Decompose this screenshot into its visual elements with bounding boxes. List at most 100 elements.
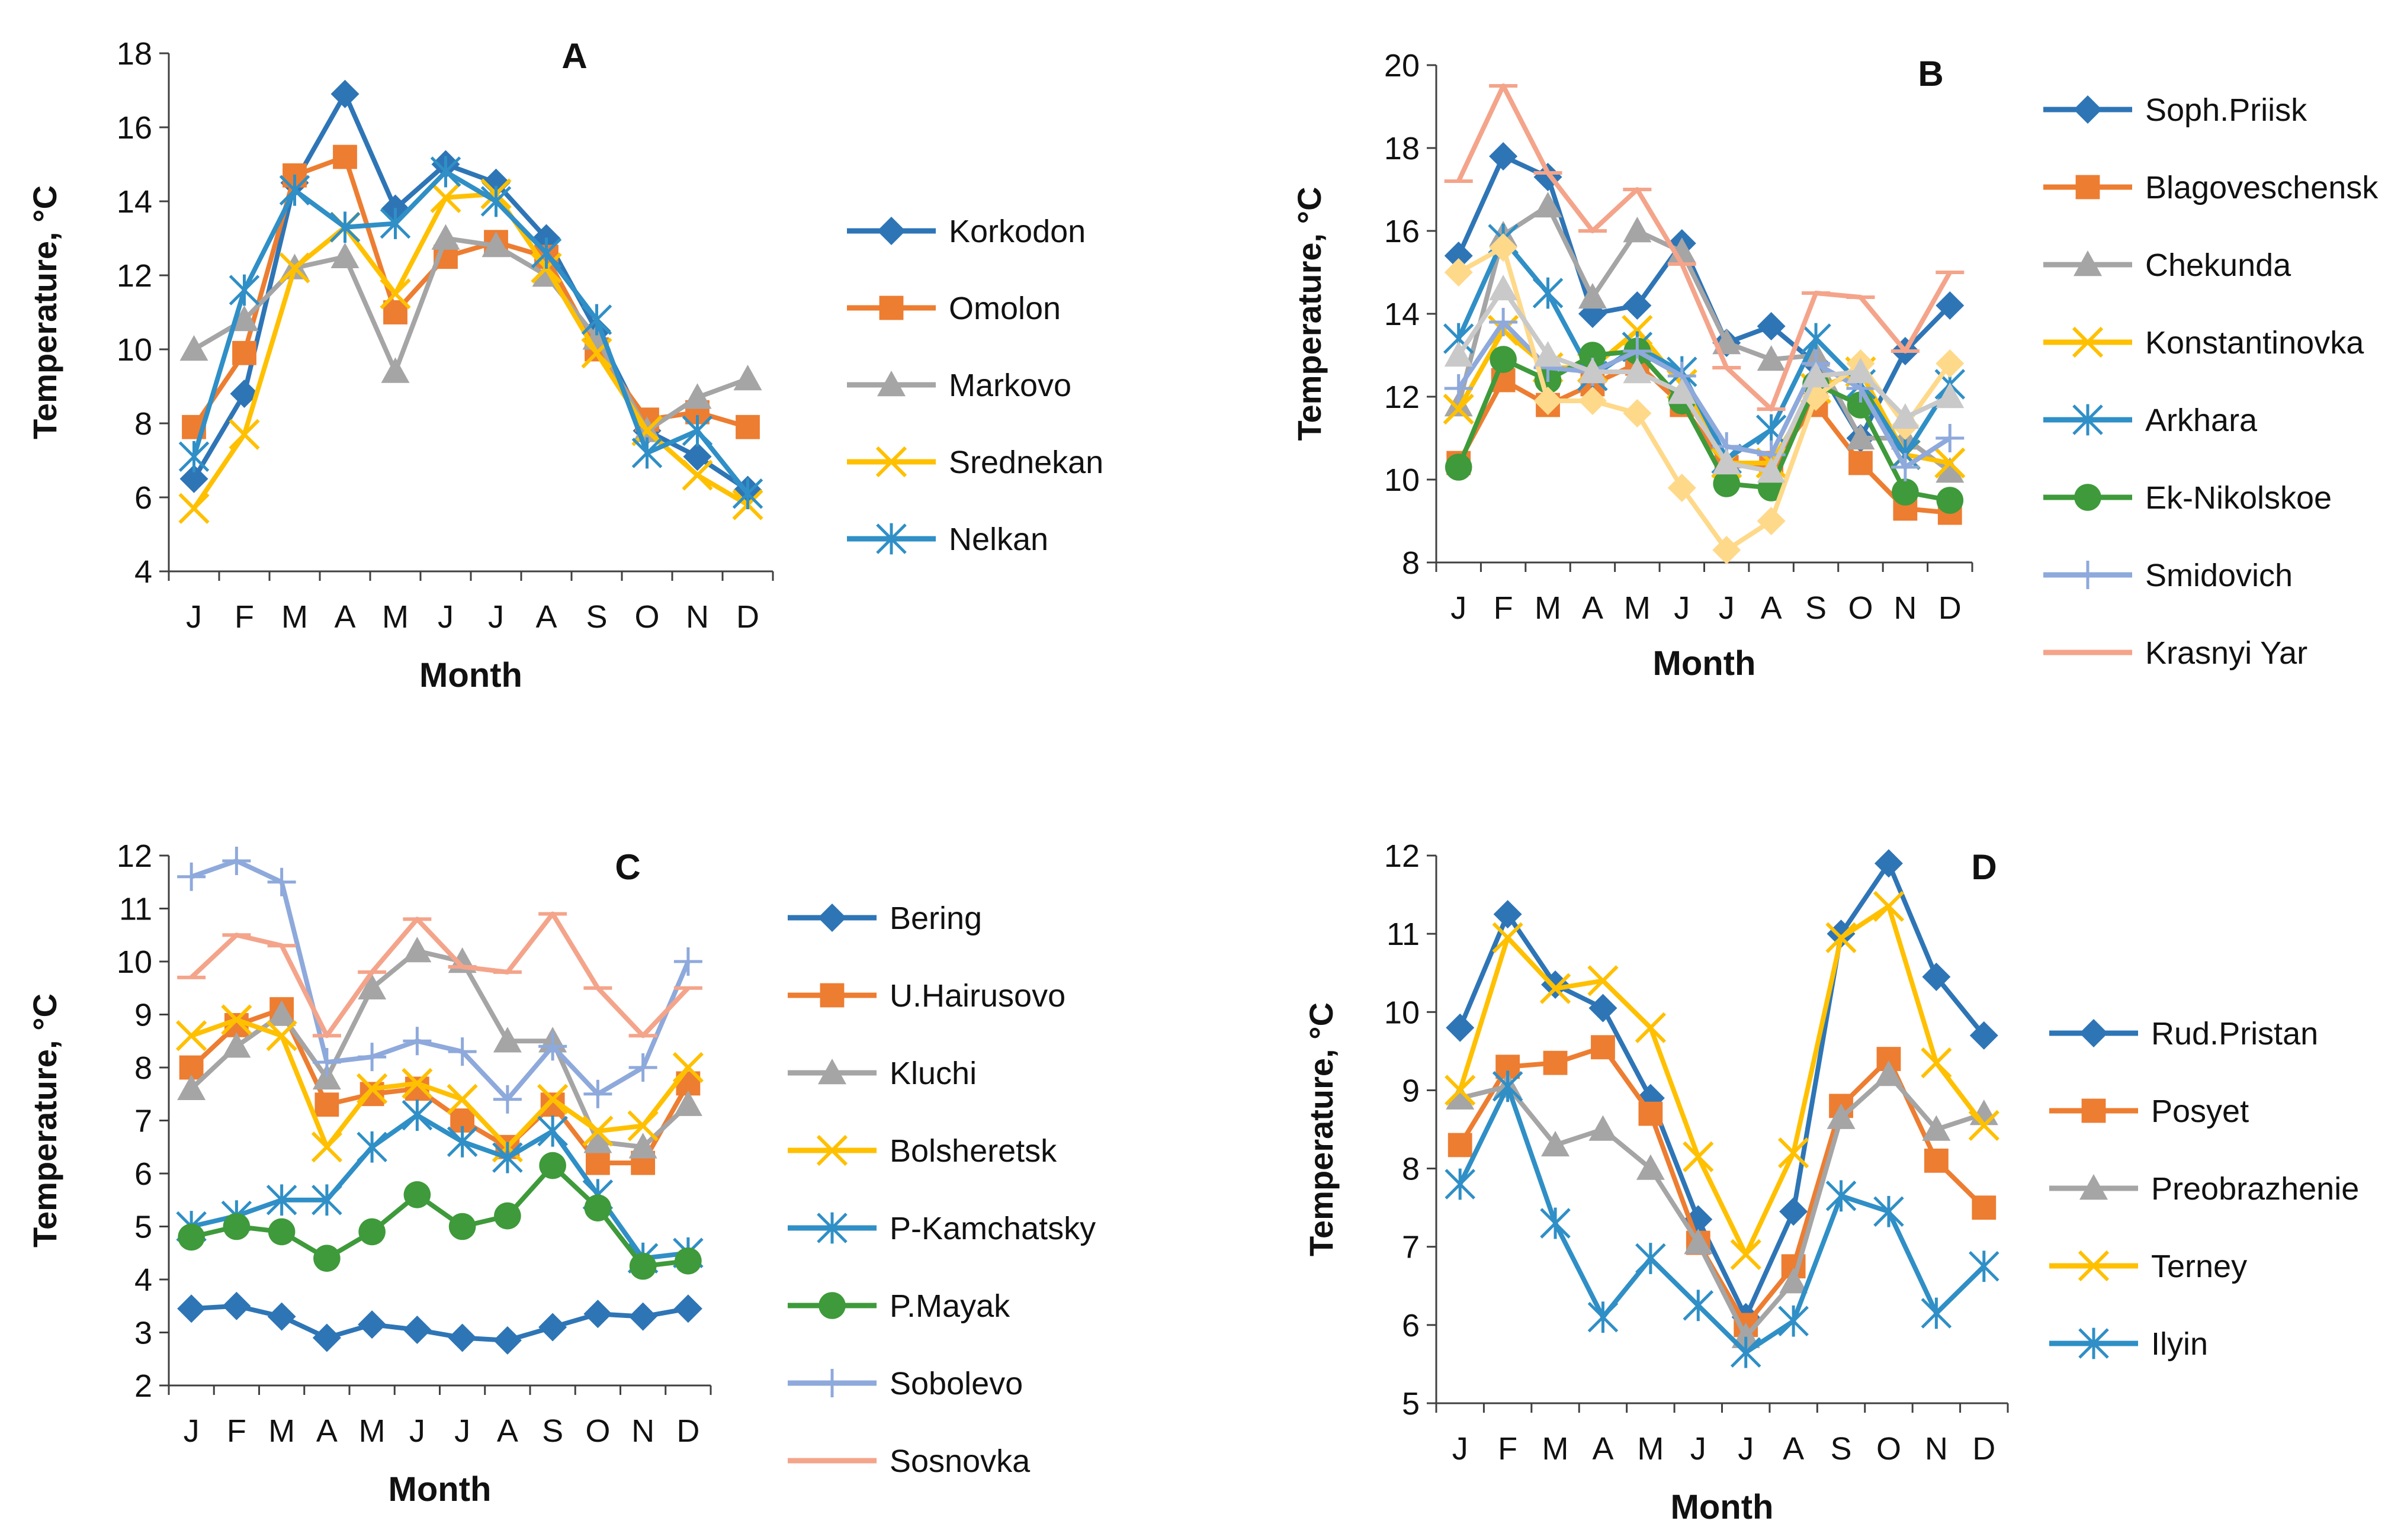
panel-c-legend-marker <box>817 1212 848 1244</box>
panel-c-data-point <box>675 1247 702 1275</box>
panel-d-data-point <box>1540 1207 1571 1239</box>
panel-a-x-tick-label: S <box>586 599 607 635</box>
panel-b-data-point <box>1445 454 1472 481</box>
panel-d-data-point <box>1683 1290 1714 1322</box>
panel-d-data-point <box>1445 1075 1476 1106</box>
panel-b-data-point <box>1578 358 1607 384</box>
panel-b-data-point <box>1578 387 1607 415</box>
panel-a-series-line <box>191 169 750 496</box>
panel-d-x-tick-label: M <box>1637 1431 1664 1467</box>
panel-a-data-point <box>329 211 361 243</box>
panel-d-data-point <box>1873 1195 1904 1227</box>
panel-c-y-tick-label: 11 <box>119 892 152 927</box>
panel-a-data-point <box>482 232 511 258</box>
panel-b-y-tick-label: 14 <box>1384 297 1420 332</box>
panel-d-data-point <box>1587 1301 1619 1333</box>
panel-a-data-point <box>179 464 208 493</box>
panel-c-data-point <box>538 1313 567 1342</box>
panel-c-data-point <box>628 1133 657 1159</box>
panel-a-title: A <box>561 36 587 76</box>
panel-b-x-tick-label: N <box>1893 590 1917 626</box>
panel-b-y-tick-label: 12 <box>1384 380 1420 415</box>
panel-a-x-tick-label: J <box>186 599 202 635</box>
panel-c-data-point <box>493 1027 522 1053</box>
panel-d-data-point <box>1731 1322 1760 1348</box>
panel-d-data-point <box>1921 1047 1952 1079</box>
panel-c-data-point <box>582 1115 614 1147</box>
panel-d-legend-marker <box>2078 1250 2110 1282</box>
panel-c-data-point <box>222 846 251 875</box>
panel-b-data-point <box>1891 403 1920 429</box>
panel-a-data-point <box>581 304 612 336</box>
panel-c-legend-item: Sobolevo <box>788 1366 1023 1401</box>
panel-b-legend-marker <box>2075 175 2100 200</box>
panel-a-x-tick-label: J <box>488 599 504 635</box>
panel-a-series-line <box>192 236 749 433</box>
panel-c-data-point <box>494 1202 521 1230</box>
panel-c-series-0 <box>177 1291 702 1355</box>
panel-b-legend-label: Ek-Nikolskoe <box>2145 480 2332 516</box>
panel-d-data-point <box>1969 1021 1998 1050</box>
panel-b-data-point <box>1712 449 1741 475</box>
panel-c-legend-marker <box>818 1059 846 1085</box>
panel-c-x-axis-title: Month <box>389 1470 492 1509</box>
panel-d-x-tick-label: F <box>1498 1431 1517 1467</box>
panel-b-data-point <box>1623 217 1652 243</box>
panel-c-title: C <box>615 847 640 887</box>
panel-c-legend-item: U.Hairusovo <box>788 978 1065 1014</box>
panel-a-data-point <box>178 441 210 472</box>
panel-c-data-point <box>673 947 702 976</box>
panel-b-data-point <box>1757 345 1786 371</box>
panel-c-data-point <box>584 1194 612 1221</box>
panel-b-legend-item: Blagoveschensk <box>2043 170 2379 205</box>
panel-a-x-tick-label: N <box>686 599 709 635</box>
panel-c-data-point <box>223 1213 251 1240</box>
panel-d-data-point <box>1638 1101 1663 1126</box>
panel-d-data-point <box>1541 1130 1570 1157</box>
panel-a-y-tick-label: 10 <box>117 332 152 368</box>
panel-b-data-point <box>1489 308 1518 336</box>
panel-c-x-tick-label: J <box>409 1413 425 1449</box>
panel-d-series-line <box>1458 861 1986 1320</box>
panel-c-series-line <box>190 949 690 1150</box>
panel-b-legend-item: Konstantinovka <box>2043 325 2364 361</box>
panel-c-series-3 <box>176 1004 704 1163</box>
panel-c-y-tick-label: 7 <box>134 1104 152 1139</box>
panel-a-x-axis-title: Month <box>419 656 522 695</box>
panel-c-legend-marker <box>819 1292 846 1319</box>
panel-c-data-point <box>447 1084 478 1115</box>
panel-b-legend-item: Arkhara <box>2043 403 2258 438</box>
panel-c-series-5 <box>178 1152 702 1280</box>
panel-a-data-point <box>230 380 259 408</box>
panel-c-data-point <box>313 1245 341 1272</box>
panel-a-data-point <box>178 493 210 524</box>
panel-c-data-point <box>403 937 432 963</box>
panel-c-data-point <box>628 1302 657 1331</box>
panel-c-data-point <box>537 1084 569 1115</box>
panel-b-data-point <box>1757 457 1786 483</box>
panel-b-data-point <box>1490 346 1517 373</box>
panel-d-data-point <box>1924 1148 1949 1173</box>
panel-b-legend-marker <box>2072 326 2104 358</box>
panel-c-data-point <box>266 1184 297 1216</box>
panel-b-data-point <box>1757 312 1786 340</box>
panel-a-data-point <box>733 365 762 391</box>
panel-b-legend-marker <box>2074 484 2101 511</box>
panel-b-data-point <box>1713 470 1741 497</box>
panel-c-x-tick-label: A <box>316 1413 338 1449</box>
panel-d-y-tick-label: 8 <box>1402 1152 1420 1187</box>
panel-c-data-point <box>447 1126 478 1158</box>
panel-d-x-axis-title: Month <box>1671 1488 1774 1526</box>
panel-a-series-2 <box>179 224 762 442</box>
panel-c-series-line <box>190 911 690 1039</box>
panel-c-legend-label: Sosnovka <box>890 1443 1031 1479</box>
panel-c-x-tick-label: M <box>268 1413 295 1449</box>
panel-b-data-point <box>1533 387 1562 415</box>
panel-d-legend-marker <box>2081 1098 2106 1123</box>
panel-c-y-tick-label: 8 <box>134 1050 152 1086</box>
panel-c-data-point <box>178 1223 205 1251</box>
panel-d-x-tick-label: J <box>1690 1431 1706 1467</box>
panel-c-data-point <box>312 1323 341 1352</box>
panel-d-data-point <box>1922 1115 1951 1141</box>
